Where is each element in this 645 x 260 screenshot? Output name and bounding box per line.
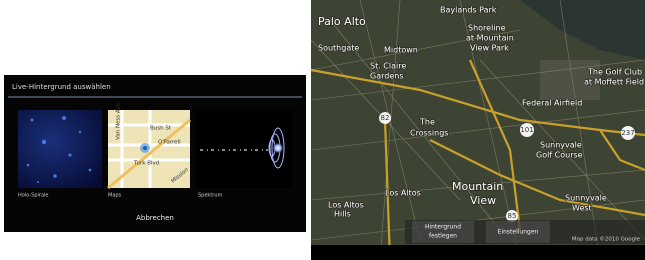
holo-thumbnail[interactable] [18, 110, 102, 188]
map-attribution: Map data ©2010 Google [572, 236, 641, 243]
map-label: The [419, 118, 435, 127]
street-label: Bush St [150, 126, 172, 132]
street-label: Turk Blvd [133, 161, 159, 167]
highway-shield: 237 [621, 126, 635, 140]
map-label: Golf Course [536, 151, 583, 160]
map-label: View Park [470, 44, 509, 53]
street-label: Van Ness Ave [116, 102, 122, 140]
map-label: The Golf Club [587, 68, 642, 77]
item-label: Holo-Spirale [18, 193, 49, 199]
button-label: Hintergrund [425, 224, 461, 231]
street-label: O'Farrell [158, 140, 181, 146]
map-label: Midtown [384, 46, 418, 55]
set-wallpaper-button[interactable]: Hintergrund festlegen [412, 221, 474, 243]
settings-button[interactable]: Einstellungen [486, 221, 550, 243]
wallpaper-dialog: Live-Hintergrund auswählen Holo-Spirale … [4, 75, 306, 232]
cancel-button[interactable]: Abbrechen [136, 214, 174, 222]
location-dot [143, 146, 147, 150]
navigation-bar [311, 245, 645, 260]
map-label: Gardens [370, 72, 404, 81]
map-label: St. Claire [370, 62, 406, 71]
button-label: Einstellungen [498, 229, 539, 236]
shield-label: 101 [520, 126, 533, 134]
map-label: Los Altos [385, 189, 421, 198]
map-label: Hills [334, 210, 351, 219]
button-label: festlegen [429, 233, 457, 240]
shield-label: 237 [621, 129, 634, 137]
highway-shield: 82 [379, 112, 391, 124]
shield-label: 82 [381, 114, 390, 122]
item-label: Spektrum [198, 193, 223, 199]
map-label: at Mountain [466, 34, 514, 43]
map-preview: Palo Alto Baylands Park Southgate Midtow… [311, 0, 645, 260]
thumbnail-image [18, 110, 102, 188]
item-label: Maps [108, 193, 122, 199]
map-label: Baylands Park [440, 6, 497, 15]
map-label: Palo Alto [318, 15, 366, 28]
screenshot: Live-Hintergrund auswählen Holo-Spirale … [0, 0, 645, 260]
maps-thumbnail[interactable]: Bush St O'Farrell Turk Blvd Van Ness Ave… [108, 102, 190, 188]
map-label: Los Altos [328, 201, 364, 210]
map-label: Mountain [452, 180, 503, 193]
map-label: View [470, 194, 496, 207]
highway-shield: 101 [520, 123, 534, 137]
dialog-title: Live-Hintergrund auswählen [12, 83, 111, 91]
map-label: Southgate [318, 44, 359, 53]
map-label: at Moffett Field [584, 78, 644, 87]
map-label: Sunnyvale [565, 194, 607, 203]
map-label: Shoreline [468, 24, 506, 33]
map-label: Sunnyvale [540, 141, 582, 150]
map-label: Crossings [410, 129, 448, 138]
shield-label: 85 [508, 212, 517, 220]
map-label: Federal Airfield [522, 99, 582, 108]
spectrum-glow [272, 142, 284, 154]
spectrum-thumbnail[interactable] [196, 110, 292, 188]
map-label: West [572, 204, 592, 213]
